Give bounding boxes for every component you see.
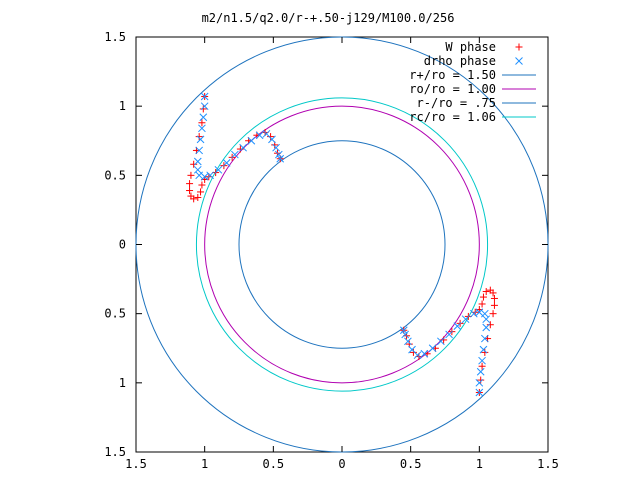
series-1-point-11	[214, 165, 223, 174]
y-tick-label-4: 0.5	[104, 307, 126, 321]
series-1-point-40	[408, 345, 416, 354]
y-tick-label-2: 0.5	[104, 168, 126, 182]
series-1-point-28	[482, 323, 491, 332]
series-1-point-7	[193, 165, 202, 174]
series-1-point-20	[274, 150, 283, 159]
legend-swatch-1	[515, 57, 523, 65]
series-1-point-33	[461, 315, 470, 324]
series-1-point-18	[268, 135, 276, 144]
circle-1	[204, 105, 480, 384]
series-1-point-13	[231, 150, 239, 159]
series-1-point-41	[404, 337, 412, 346]
series-1-point-0	[200, 92, 209, 101]
series-1-point-6	[193, 157, 202, 166]
series-1-point-32	[469, 309, 478, 318]
series-1-point-2	[199, 113, 208, 122]
series-0-point-11	[194, 193, 202, 201]
series-0-point-23	[267, 133, 275, 141]
y-tick-label-5: 1	[119, 376, 126, 390]
x-tick-label-4: 0.5	[400, 457, 422, 471]
series-1-point-43	[399, 326, 408, 335]
series-0-point-7	[186, 180, 194, 188]
series-0-point-38	[482, 288, 490, 296]
x-tick-label-5: 1	[476, 457, 483, 471]
series-1-point-22	[475, 388, 484, 397]
series-1-point-35	[445, 330, 453, 339]
series-1-point-19	[272, 143, 280, 152]
series-0-point-3	[195, 133, 203, 141]
series-1-point-1	[200, 102, 209, 111]
series-1-point-12	[222, 159, 231, 167]
series-1-point-29	[482, 315, 491, 324]
series-0-point-29	[478, 362, 486, 370]
series-1-point-4	[196, 135, 205, 144]
y-tick-label-3: 0	[119, 238, 126, 252]
series-0-point-34	[490, 301, 498, 309]
y-tick-label-0: 1.5	[104, 30, 126, 44]
series-1-point-5	[195, 146, 204, 155]
series-1-point-38	[420, 349, 429, 358]
legend-label-2: r+/ro = 1.50	[409, 68, 496, 82]
chart-title: m2/n1.5/q2.0/r-+.50-j129/M100.0/256	[202, 11, 455, 25]
series-0-point-19	[236, 145, 244, 153]
series-0-point-8	[186, 187, 194, 195]
points-layer	[186, 92, 498, 397]
series-0-point-50	[409, 348, 417, 356]
series-0-point-35	[490, 294, 498, 302]
series-1-point-15	[247, 136, 256, 145]
series-1-point-21	[276, 154, 285, 163]
series-1-point-16	[255, 131, 264, 140]
series-0-point-46	[440, 336, 448, 344]
series-0-point-39	[479, 293, 487, 301]
series-0-point-12	[197, 188, 205, 196]
series-1-point-25	[478, 356, 486, 365]
series-0-point-28	[477, 376, 485, 384]
legend-swatch-0	[515, 43, 523, 51]
legend-label-4: r-/ro = .75	[417, 96, 496, 110]
series-1-point-14	[239, 143, 247, 152]
series-1-point-42	[401, 330, 410, 339]
series-0-point-40	[478, 300, 486, 308]
legend-label-0: W phase	[445, 40, 496, 54]
series-1-point-26	[479, 345, 488, 354]
series-0-point-6	[187, 171, 195, 179]
series-1-point-23	[475, 378, 484, 387]
y-tick-label-1: 1	[119, 99, 126, 113]
series-1-point-10	[206, 171, 215, 180]
series-0-point-32	[486, 321, 494, 329]
axes-layer: 1.5 1 0.5 0 0.5 1 1.51.510.500.511.5	[104, 30, 559, 471]
series-1-point-34	[453, 322, 462, 330]
x-tick-label-1: 1	[201, 457, 208, 471]
series-1-point-27	[480, 334, 489, 343]
series-1-point-3	[198, 124, 206, 133]
legend-label-1: drho phase	[424, 54, 496, 68]
circle-2	[238, 140, 446, 349]
series-0-point-5	[190, 160, 198, 168]
y-tick-label-6: 1.5	[104, 445, 126, 459]
x-tick-label-3: 0	[338, 457, 345, 471]
series-1-point-30	[480, 309, 489, 318]
legend-label-3: ro/ro = 1.00	[409, 82, 496, 96]
x-tick-label-2: 0.5	[262, 457, 284, 471]
legend-label-5: rc/ro = 1.06	[409, 110, 496, 124]
x-tick-label-0: 1.5	[125, 457, 147, 471]
circle-3	[195, 97, 489, 392]
series-0-point-2	[198, 119, 206, 127]
series-1-point-8	[195, 171, 204, 180]
series-0-point-37	[486, 286, 494, 294]
series-1-point-37	[428, 344, 437, 353]
series-0-point-13	[198, 181, 206, 189]
series-1-point-36	[437, 337, 445, 346]
series-1-point-24	[476, 367, 485, 376]
series-0-point-10	[190, 195, 198, 203]
series-0-point-30	[481, 348, 489, 356]
series-0-point-33	[489, 310, 497, 318]
series-0-point-1	[199, 105, 207, 113]
x-tick-label-6: 1.5	[537, 457, 559, 471]
